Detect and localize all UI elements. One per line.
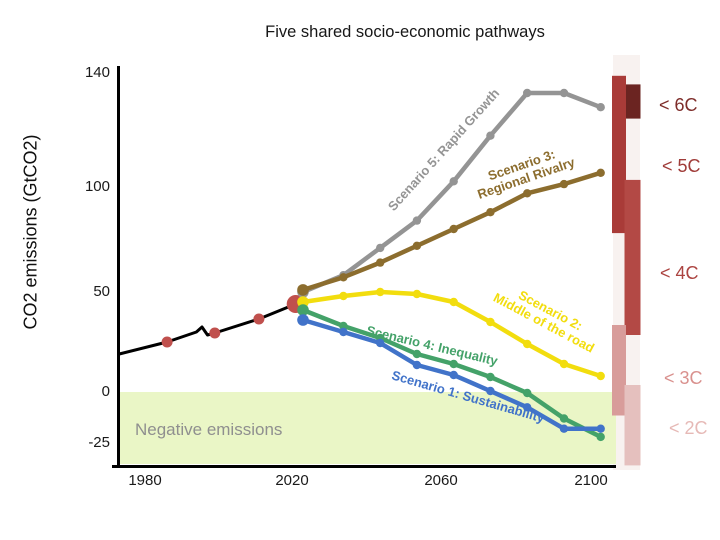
- historical-marker: [209, 327, 221, 339]
- temp-bar-5c: [612, 75, 626, 234]
- temp-label-4c: < 4C: [660, 263, 699, 283]
- marker-s3: [376, 258, 385, 267]
- marker-s4: [339, 321, 348, 331]
- marker-s2: [412, 289, 422, 299]
- historical-marker: [253, 313, 265, 325]
- y-tick-50: 50: [93, 283, 110, 300]
- x-tick-2060: 2060: [424, 472, 458, 489]
- marker-s4: [449, 359, 458, 369]
- historical-line: [118, 302, 297, 356]
- marker-s2: [559, 359, 569, 369]
- marker-s3: [486, 208, 495, 217]
- negative-emissions-label: Negative emissions: [135, 420, 283, 439]
- temp-label-6c: < 6C: [659, 95, 698, 115]
- temp-bar-6c: [624, 84, 641, 119]
- negative-emissions-band: [119, 392, 616, 464]
- marker-s3: [412, 241, 422, 250]
- y-tick-neg25: -25: [88, 434, 110, 451]
- marker-s5: [559, 88, 569, 98]
- marker-s5: [449, 177, 458, 186]
- y-tick-100: 100: [84, 178, 110, 195]
- marker-s2: [376, 287, 385, 297]
- marker-s2: [449, 297, 458, 307]
- marker-s3: [297, 284, 309, 296]
- marker-s3: [449, 224, 458, 234]
- marker-s5: [376, 243, 385, 253]
- marker-s2: [297, 296, 309, 308]
- marker-s4: [559, 414, 569, 423]
- temp-label-2c: < 2C: [669, 418, 708, 438]
- marker-s5: [523, 88, 532, 98]
- marker-s4: [486, 372, 495, 382]
- marker-s2: [339, 291, 348, 301]
- temp-bar-4c: [624, 179, 641, 335]
- marker-s1: [412, 360, 422, 370]
- marker-s5: [596, 103, 605, 112]
- marker-s1: [486, 386, 495, 396]
- marker-s1: [376, 338, 385, 348]
- temp-bar-3c: [612, 325, 626, 416]
- x-tick-2020: 2020: [275, 472, 309, 489]
- x-tick-2100: 2100: [574, 472, 608, 489]
- chart-title: Five shared socio-economic pathways: [265, 23, 545, 41]
- y-tick-0: 0: [101, 383, 110, 400]
- marker-s1: [297, 314, 309, 326]
- marker-s3: [523, 189, 532, 198]
- y-axis-label: CO2 emissions (GtCO2): [20, 134, 41, 330]
- y-tick-140: 140: [84, 64, 110, 81]
- marker-s2: [486, 317, 495, 327]
- marker-s1: [596, 424, 605, 433]
- temp-bar-2c: [624, 385, 641, 466]
- marker-s3: [559, 179, 569, 189]
- marker-s1: [523, 403, 532, 412]
- marker-s2: [596, 371, 605, 381]
- marker-s1: [339, 327, 348, 337]
- line-s5: [300, 90, 603, 295]
- marker-s4: [297, 304, 309, 316]
- marker-s4: [596, 432, 605, 442]
- historical-marker: [161, 336, 173, 348]
- x-tick-1980: 1980: [128, 472, 162, 489]
- marker-s5: [486, 131, 495, 140]
- marker-s4: [412, 349, 422, 359]
- marker-s5: [412, 216, 422, 225]
- marker-s4: [523, 388, 532, 398]
- marker-s1: [449, 370, 458, 380]
- marker-s2: [523, 339, 532, 349]
- marker-s3: [339, 273, 348, 282]
- temp-label-5c: < 5C: [662, 156, 701, 176]
- marker-s3: [596, 168, 605, 177]
- temp-label-3c: < 3C: [664, 368, 703, 388]
- marker-s1: [559, 424, 569, 433]
